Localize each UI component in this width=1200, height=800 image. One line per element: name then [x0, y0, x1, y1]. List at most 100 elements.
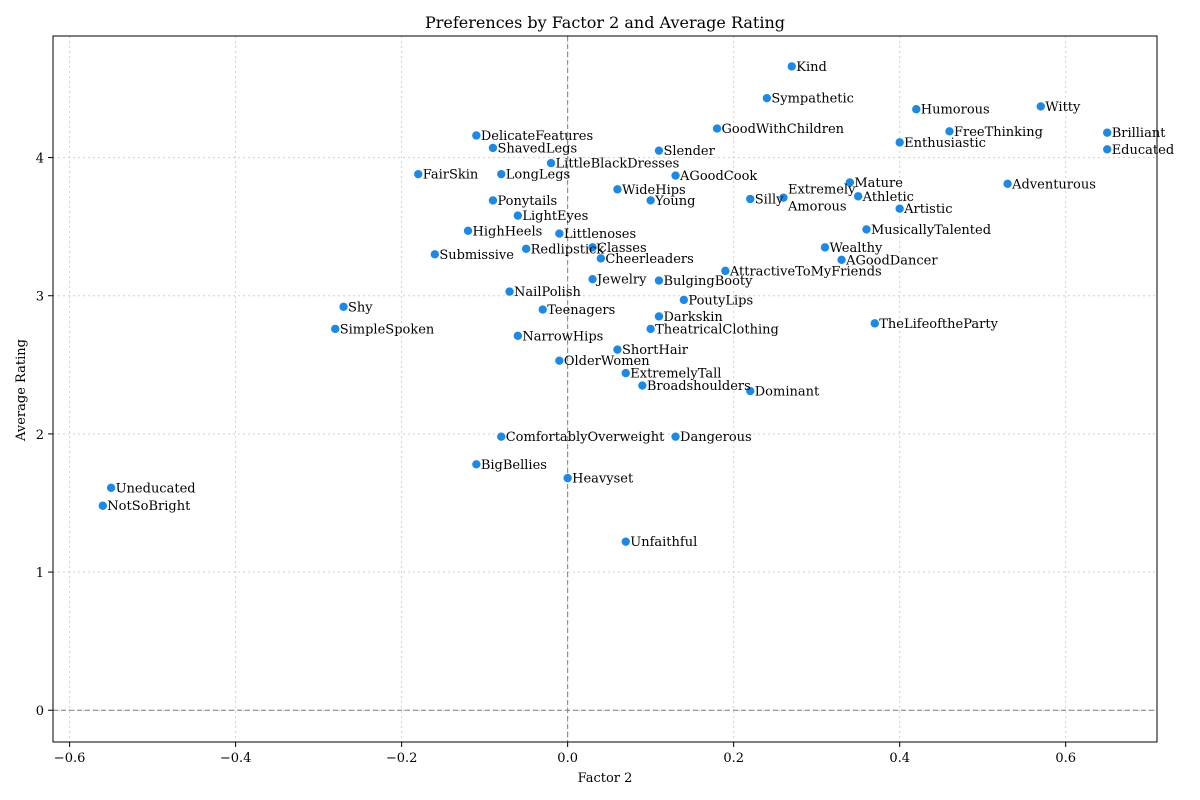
y-axis-label: Average Rating: [14, 339, 29, 442]
data-label: Dangerous: [680, 430, 752, 445]
data-label: FairSkin: [423, 168, 479, 183]
data-label: NotSoBright: [107, 499, 191, 514]
data-point: [487, 142, 498, 153]
data-point: [670, 170, 681, 181]
data-point: [521, 243, 532, 254]
data-point: [653, 311, 664, 322]
data-label: BulgingBooty: [663, 274, 753, 289]
data-label: TheLifeoftheParty: [879, 317, 998, 332]
data-label: Humorous: [921, 103, 990, 118]
data-label: Adventurous: [1011, 177, 1096, 192]
data-point: [97, 500, 108, 511]
data-point: [562, 473, 573, 484]
data-label: OlderWomen: [564, 354, 650, 369]
data-label: Kind: [796, 60, 827, 75]
data-label: Silly: [755, 193, 784, 208]
data-points: [97, 61, 1113, 547]
data-point: [836, 254, 847, 265]
data-point: [487, 195, 498, 206]
data-point: [653, 145, 664, 156]
y-tick-label: 3: [36, 290, 44, 305]
data-label: Mature: [854, 176, 903, 191]
data-label: Young: [654, 194, 695, 209]
data-point: [844, 177, 855, 188]
data-point: [637, 380, 648, 391]
data-label: ExtremelyTall: [630, 367, 721, 382]
data-label: LittleBlackDresses: [556, 157, 680, 172]
data-point: [595, 253, 606, 264]
data-label: DelicateFeatures: [481, 129, 593, 144]
data-point: [546, 158, 557, 169]
data-label: Shy: [348, 300, 373, 315]
data-label: WideHips: [622, 183, 686, 198]
data-point: [653, 275, 664, 286]
data-label: Cheerleaders: [605, 252, 693, 267]
data-point: [620, 368, 631, 379]
data-label: Sympathetic: [771, 92, 854, 107]
x-axis-label: Factor 2: [578, 771, 633, 786]
data-point: [496, 431, 507, 442]
data-label: Witty: [1045, 100, 1081, 115]
data-point: [463, 225, 474, 236]
data-point: [869, 318, 880, 329]
data-label: HighHeels: [473, 224, 543, 239]
data-label: Dominant: [755, 385, 820, 400]
data-point: [471, 459, 482, 470]
x-tick-label: 0.0: [557, 751, 578, 766]
x-tick-label: −0.2: [386, 751, 418, 766]
data-label: Broadshoulders: [647, 379, 751, 394]
data-label: ShortHair: [622, 343, 689, 358]
y-tick-label: 0: [36, 704, 44, 719]
data-label: LongLegs: [506, 168, 570, 183]
x-tick-label: 0.2: [723, 751, 744, 766]
data-label: Slender: [663, 144, 715, 159]
data-label: Darkskin: [663, 310, 723, 325]
data-label: Wealthy: [829, 241, 883, 256]
data-label: FreeThinking: [954, 125, 1043, 140]
data-label: Unfaithful: [630, 535, 697, 550]
data-label: AGoodCook: [679, 169, 757, 184]
data-point: [554, 355, 565, 366]
data-label: Littlenoses: [564, 227, 636, 242]
data-label: Educated: [1112, 143, 1174, 158]
data-label: LightEyes: [522, 209, 588, 224]
data-point: [106, 482, 117, 493]
data-point: [853, 191, 864, 202]
data-point: [819, 242, 830, 253]
data-label: PoutyLips: [688, 293, 753, 308]
data-point: [894, 203, 905, 214]
data-point: [537, 304, 548, 315]
data-point: [712, 123, 723, 134]
data-point: [471, 130, 482, 141]
data-point: [512, 330, 523, 341]
data-label: Submissive: [439, 248, 514, 263]
data-point: [894, 137, 905, 148]
data-point: [645, 323, 656, 334]
data-point: [512, 210, 523, 221]
data-label: AttractiveToMyFriends: [729, 264, 882, 279]
data-point: [587, 242, 598, 253]
data-label: ComfortablyOverweight: [506, 430, 665, 445]
data-label: MusicallyTalented: [871, 223, 991, 238]
data-label: AGoodDancer: [845, 253, 938, 268]
data-point: [413, 169, 424, 180]
data-labels: Kind Sympathetic Humorous Witty GoodWithChil…: [107, 60, 1174, 550]
plot-frame: [52, 35, 1158, 743]
data-label: TheatricalClothing: [655, 322, 779, 337]
data-label: Classes: [597, 241, 647, 256]
data-point: [1002, 178, 1013, 189]
data-label: Enthusiastic: [904, 136, 986, 151]
data-label: NailPolish: [514, 285, 581, 300]
data-point: [554, 228, 565, 239]
data-point: [330, 323, 341, 334]
data-point: [1102, 127, 1113, 138]
data-point: [670, 431, 681, 442]
y-axis-ticks: 0 1 2 3 4: [36, 152, 53, 719]
data-point: [1035, 101, 1046, 112]
data-point: [944, 126, 955, 137]
data-point: [778, 192, 789, 203]
data-label: SimpleSpoken: [340, 322, 435, 337]
data-label: Heavyset: [572, 472, 634, 487]
data-point: [338, 301, 349, 312]
